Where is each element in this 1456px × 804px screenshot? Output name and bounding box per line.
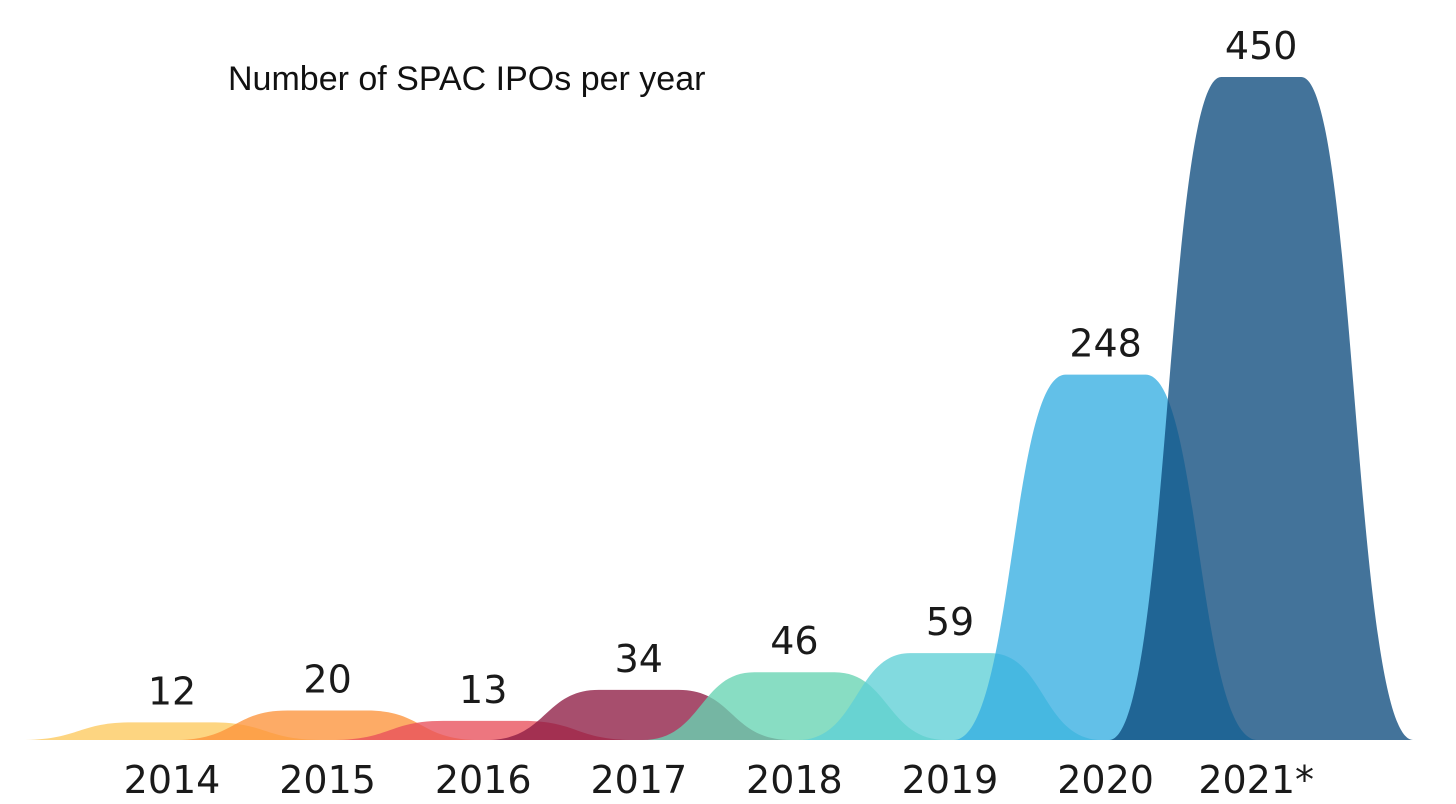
value-labels: 12 20 13 34 46 59 248 450 [148,24,1298,713]
bell-2021 [1109,77,1414,740]
year-label: 2015 [279,758,376,802]
year-label: 2018 [746,758,843,802]
value-label: 12 [148,669,196,713]
year-label: 2017 [590,758,687,802]
value-label: 34 [615,637,663,681]
chart-title: Number of SPAC IPOs per year [228,60,705,98]
year-label: 2020 [1057,758,1154,802]
bell-shapes [20,77,1414,740]
year-label: 2021* [1198,758,1314,802]
value-label: 248 [1069,322,1142,366]
value-label: 450 [1225,24,1298,68]
value-label: 20 [303,658,351,702]
value-label: 13 [459,668,507,712]
year-labels: 2014 2015 2016 2017 2018 2019 2020 2021* [124,758,1314,802]
value-label: 46 [770,619,818,663]
year-label: 2016 [435,758,532,802]
year-label: 2019 [902,758,999,802]
year-label: 2014 [124,758,221,802]
value-label: 59 [926,600,974,644]
